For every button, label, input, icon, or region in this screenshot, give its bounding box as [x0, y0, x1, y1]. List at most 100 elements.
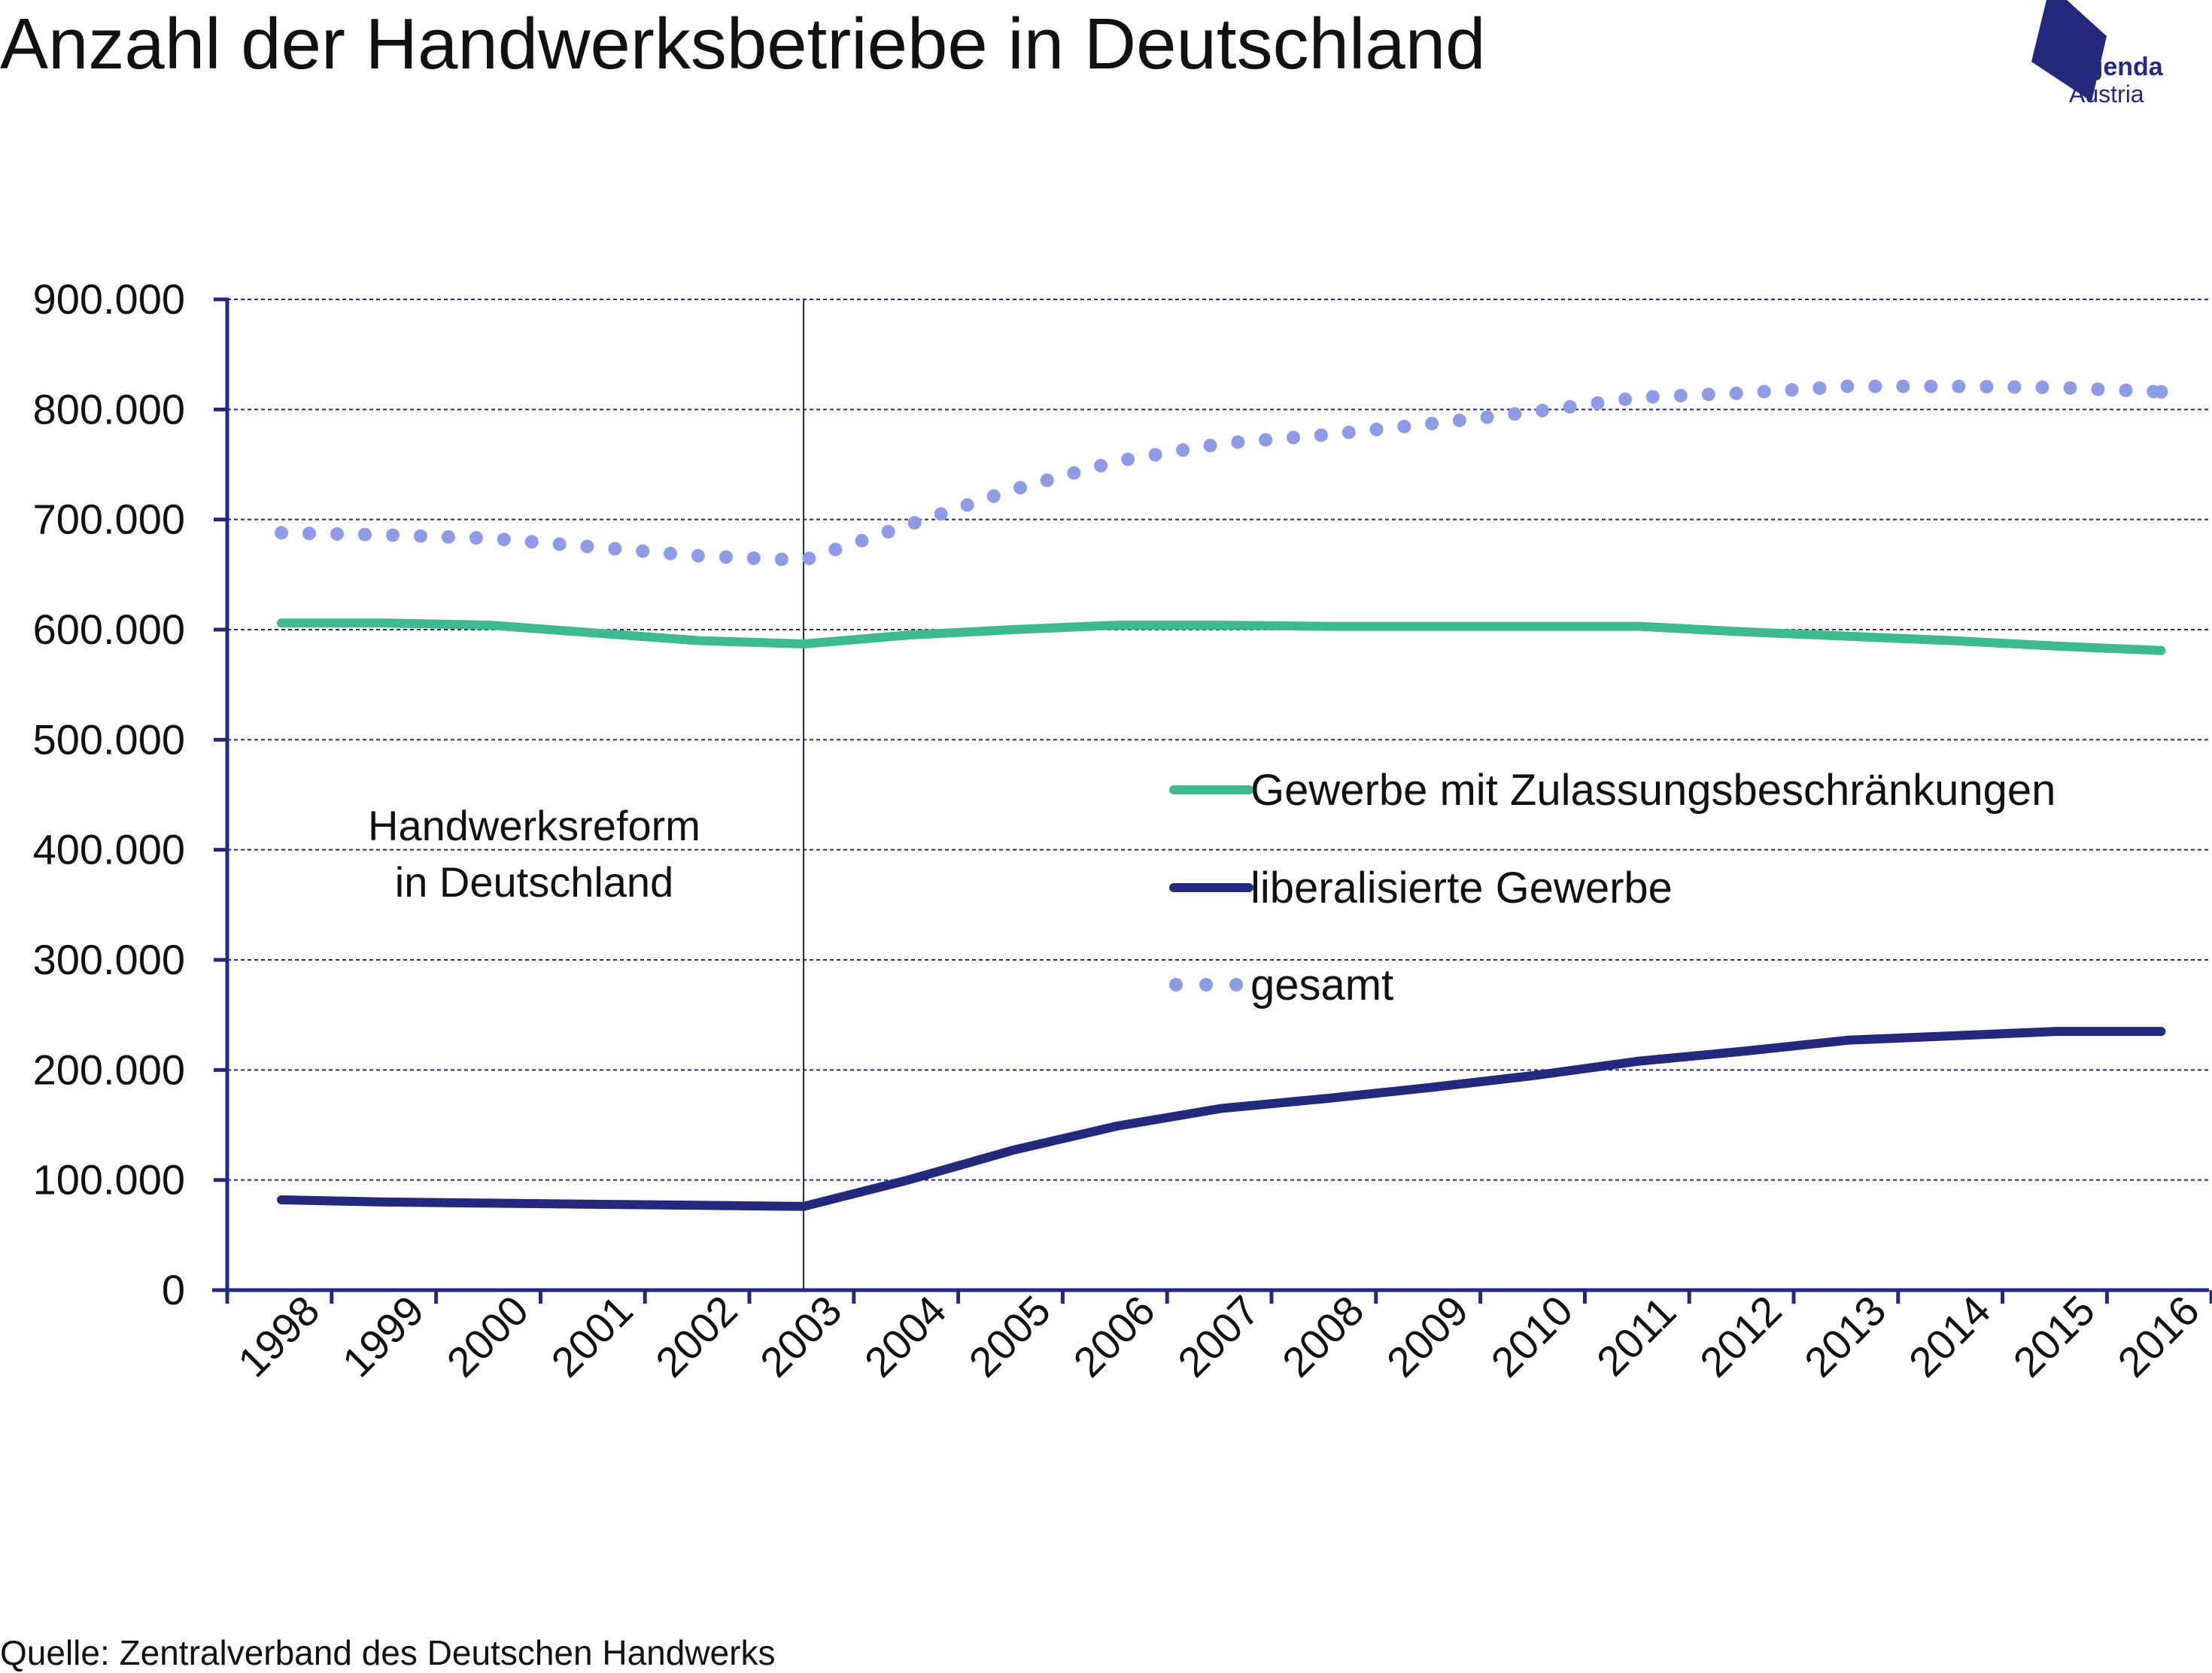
y-tick-label-7: 700.000 [33, 496, 185, 543]
series-lines [275, 379, 2168, 1211]
series-2-dot [1508, 407, 1522, 421]
series-2-dot [1094, 459, 1108, 472]
annotation-text-line1: Handwerksreform [368, 802, 700, 849]
series-2-dot [1563, 399, 1577, 414]
series-2-dot [497, 533, 511, 547]
series-2-dot [1618, 392, 1632, 406]
series-2-dot [330, 527, 344, 541]
series-2-dot [1397, 420, 1411, 433]
series-1-line [277, 1027, 2166, 1211]
series-2-dot [1812, 381, 1827, 395]
series-2-dot [664, 546, 677, 560]
series-2-dot [855, 533, 869, 548]
x-tick-label-2003: 2003 [751, 1286, 851, 1386]
series-2-dot [1591, 396, 1605, 410]
series-2-dot [1924, 379, 1938, 393]
series-2-dot [691, 548, 705, 563]
x-tick-label-2009: 2009 [1378, 1286, 1478, 1386]
series-2-dot [1452, 413, 1466, 427]
series-2-dot [1231, 435, 1245, 449]
legend-marker-2-dot-1 [1199, 978, 1213, 991]
series-2-dot [441, 530, 455, 544]
logo-text-agenda: Agenda [2069, 53, 2164, 81]
series-2-dot [608, 542, 622, 556]
series-2-dot [907, 516, 922, 530]
series-2-dot [986, 489, 1001, 503]
series-2-dot [1896, 379, 1910, 393]
series-2-dot [2007, 380, 2022, 394]
y-tick-label-1: 100.000 [33, 1156, 185, 1204]
x-tick-label-2015: 2015 [2004, 1286, 2104, 1386]
annotation-text-line2: in Deutschland [395, 858, 673, 906]
series-2-dot [1148, 448, 1162, 462]
legend-marker-2-dot-0 [1169, 978, 1183, 991]
series-2-dot [636, 544, 650, 558]
series-2-dot [881, 524, 895, 539]
series-2-dot [960, 498, 974, 512]
x-tick-label-2004: 2004 [855, 1286, 956, 1386]
x-tick-label-2012: 2012 [1691, 1286, 1791, 1386]
series-2-dot [1645, 390, 1660, 404]
series-2-dot [1203, 439, 1217, 453]
series-0 [277, 618, 2166, 655]
series-2-dot [1840, 379, 1855, 393]
series-2-dot [469, 531, 483, 545]
x-tick-label-1998: 1998 [229, 1286, 329, 1386]
x-tick-label-2007: 2007 [1168, 1286, 1269, 1386]
legend: Gewerbe mit Zulassungsbeschränkungen libe… [1169, 766, 2056, 1010]
x-tick-label-2013: 2013 [1795, 1286, 1895, 1386]
series-2-dot [934, 507, 948, 521]
legend-label-2: gesamt [1250, 961, 1393, 1010]
series-2-dot [1040, 473, 1054, 487]
legend-marker-2-dot-2 [1229, 978, 1243, 991]
annotation: Handwerksreform in Deutschland [368, 299, 804, 1290]
x-tick-label-2001: 2001 [542, 1286, 642, 1386]
series-2-dot [1673, 388, 1688, 402]
x-tick-label-2010: 2010 [1481, 1286, 1582, 1386]
series-2-dot [719, 550, 733, 564]
series-2-dot [1425, 417, 1439, 431]
series-2-dot [746, 551, 761, 565]
x-tick-label-2000: 2000 [437, 1286, 537, 1386]
y-tick-label-3: 300.000 [33, 936, 185, 983]
series-2-dot [386, 528, 400, 542]
series-2-dot [2091, 382, 2105, 396]
series-2-dot [275, 526, 288, 540]
series-2-dot [1952, 379, 1966, 393]
series-2 [275, 379, 2168, 566]
series-2-dot [524, 535, 539, 549]
series-2-dot [1757, 384, 1771, 399]
y-tick-label-2: 200.000 [33, 1046, 185, 1093]
x-tick-label-2002: 2002 [646, 1286, 746, 1386]
series-2-dot [828, 542, 843, 557]
series-2-dot [1121, 452, 1135, 466]
series-2-dot [774, 552, 788, 566]
agenda-austria-logo: Agenda Austria [1986, 0, 2212, 120]
legend-label-0: Gewerbe mit Zulassungsbeschränkungen [1250, 766, 2056, 815]
chart-title: Anzahl der Handwerksbetriebe in Deutschl… [0, 4, 1486, 84]
series-2-dot [302, 527, 316, 540]
x-tick-label-2005: 2005 [959, 1286, 1059, 1386]
series-0-line [277, 618, 2166, 655]
series-2-dot [1314, 428, 1328, 442]
y-tick-label-8: 800.000 [33, 385, 185, 433]
gridlines [227, 299, 2209, 1181]
axes [212, 297, 2212, 1304]
series-2-dot [1341, 425, 1356, 439]
series-2-dot [413, 529, 427, 543]
series-2-dot [1980, 380, 1994, 394]
series-2-dot [2035, 380, 2049, 394]
x-tick-label-2008: 2008 [1273, 1286, 1373, 1386]
y-tick-label-9: 900.000 [33, 275, 185, 323]
y-tick-labels: 0 100.000 200.000 300.000 400.000 500.000 600.… [33, 275, 185, 1313]
x-tick-labels: 1998 1999 2000 2001 2002 2003 2004 2005 2006 2007… [229, 1286, 2208, 1386]
series-2-dot [2119, 383, 2133, 397]
series-2-dot [358, 527, 372, 542]
logo-mark: Agenda Austria [2031, 0, 2164, 108]
y-tick-label-0: 0 [162, 1266, 185, 1313]
series-2-dot [1013, 481, 1027, 495]
x-tick-label-2006: 2006 [1064, 1286, 1164, 1386]
series-2-dot [1287, 430, 1300, 445]
series-2-dot [580, 539, 594, 554]
